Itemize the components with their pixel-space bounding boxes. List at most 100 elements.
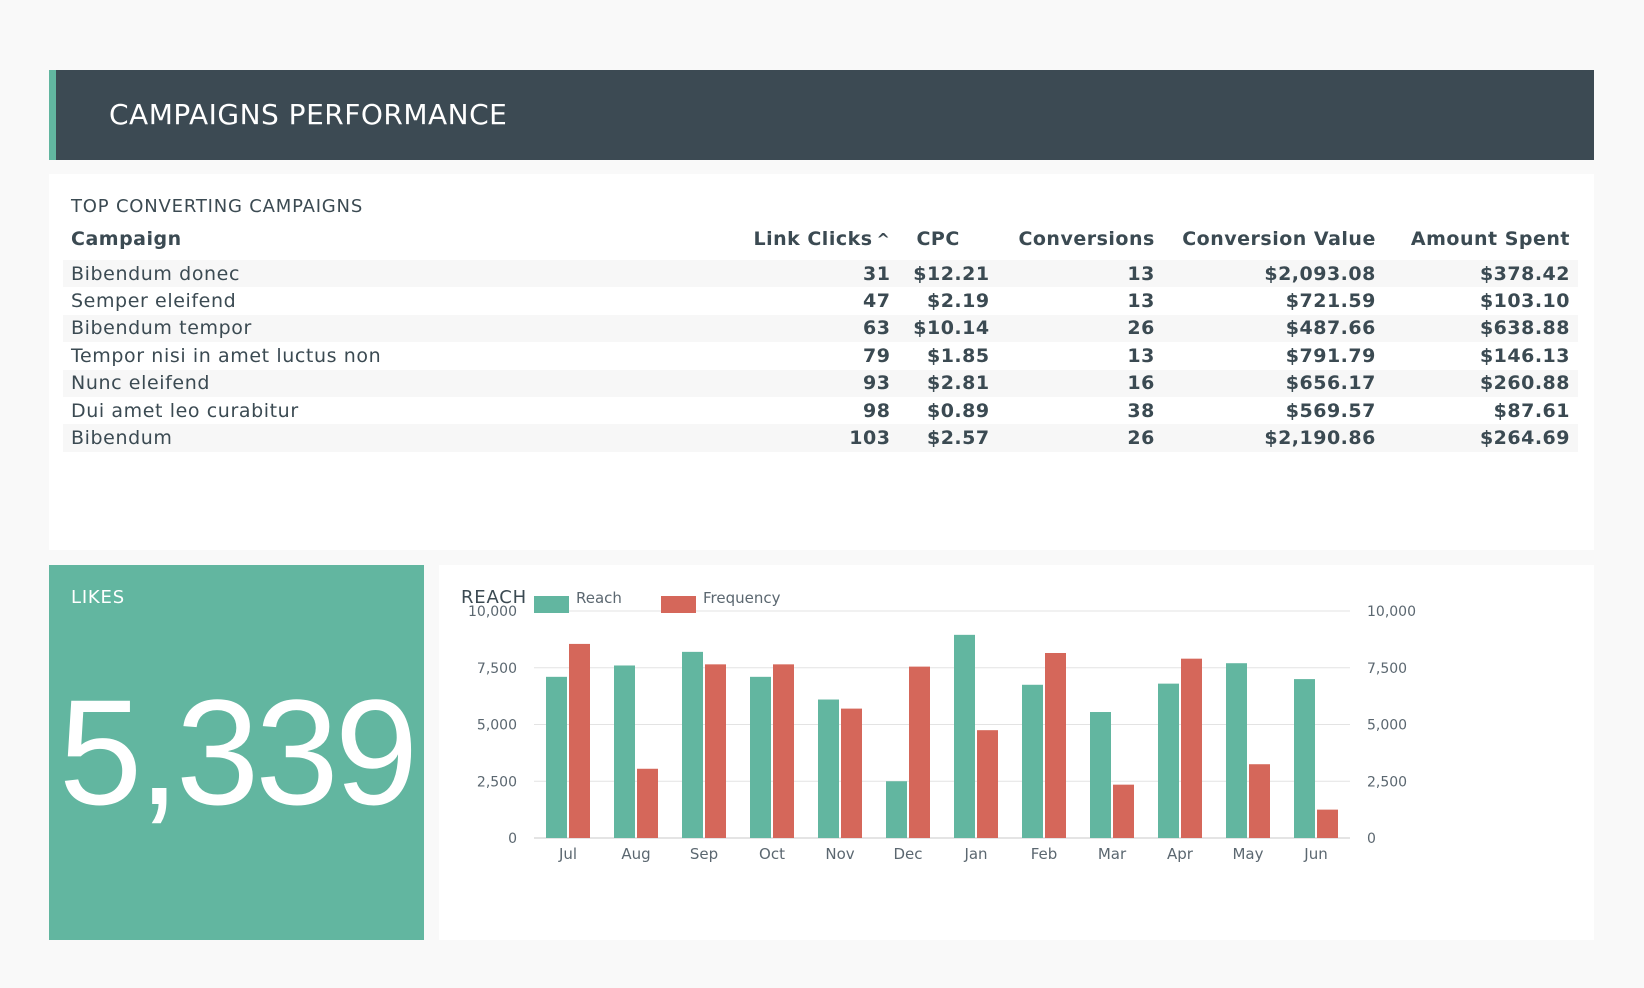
table-cell: 13: [1127, 290, 1155, 313]
bar-reach: [1158, 683, 1179, 838]
bar-reach: [614, 665, 635, 838]
legend-swatch: [661, 596, 696, 613]
table-row: Bibendum 103 $2.57 26 $2,190.86 $264.69: [63, 424, 1578, 452]
bar-frequency: [1045, 652, 1066, 838]
bar-frequency: [909, 666, 930, 838]
column-header-campaign[interactable]: Campaign: [71, 228, 182, 250]
table-cell: $2.19: [926, 290, 990, 313]
table-row: Bibendum tempor 63 $10.14 26 $487.66 $638.88: [63, 314, 1578, 343]
bar-frequency: [1317, 809, 1338, 838]
table-cell: $378.42: [1383, 260, 1578, 288]
legend-label: Frequency: [703, 589, 781, 607]
table-cell: Dui amet leo curabitur: [71, 399, 299, 422]
column-header-cpc[interactable]: CPC: [916, 228, 960, 250]
bar-frequency: [841, 708, 862, 838]
table-cell: $487.66: [1162, 314, 1384, 343]
table-cell: 47: [863, 290, 891, 313]
bar-frequency: [773, 664, 794, 838]
bar-reach: [682, 651, 703, 838]
bar-frequency: [1249, 764, 1270, 838]
x-tick-label: Dec: [893, 845, 922, 863]
y2-tick-label: 10,000: [1367, 604, 1416, 620]
bar-frequency: [977, 730, 998, 838]
y2-tick-label: 0: [1367, 831, 1376, 847]
table-cell: $638.88: [1383, 314, 1578, 343]
x-tick-label: Jan: [963, 845, 987, 863]
table-cell: Bibendum donec: [63, 260, 741, 288]
panel-title: TOP CONVERTING CAMPAIGNS: [71, 196, 364, 217]
y2-tick-label: 2,500: [1367, 774, 1407, 790]
x-tick-label: Jun: [1303, 845, 1327, 863]
y-tick-label: 0: [508, 831, 517, 847]
table-cell: $2.81: [898, 369, 998, 397]
bar-reach: [1294, 679, 1315, 838]
table-row: Semper eleifend 47 $2.19 13 $721.59 $103.10: [63, 287, 1578, 314]
table-cell: $10.14: [898, 314, 998, 343]
y-tick-label: 7,500: [477, 661, 517, 677]
table-cell: 38: [1127, 399, 1155, 422]
table-cell: 16: [997, 369, 1163, 397]
table-cell: Bibendum tempor: [63, 314, 741, 343]
likes-panel: LIKES 5,339: [49, 565, 424, 940]
top-campaigns-panel: TOP CONVERTING CAMPAIGNS Campaign Link C…: [49, 174, 1594, 550]
table-row: Bibendum donec 31 $12.21 13 $2,093.08 $378.42: [63, 260, 1578, 288]
x-tick-label: Nov: [825, 845, 854, 863]
bar-reach: [546, 676, 567, 838]
legend-label: Reach: [576, 589, 622, 607]
x-tick-label: Mar: [1098, 845, 1127, 863]
reach-panel: REACH 0 0 2,500 2,500 5,000 5,000 7,500 7,500 10…: [439, 565, 1594, 940]
column-header-conversions[interactable]: Conversions: [1018, 228, 1155, 250]
y-tick-label: 2,500: [477, 774, 517, 790]
table-row: Dui amet leo curabitur 98 $0.89 38 $569.57 $8…: [63, 397, 1578, 424]
table-cell: 98: [863, 399, 891, 422]
y2-tick-label: 5,000: [1367, 718, 1407, 734]
x-tick-label: Jul: [558, 845, 577, 863]
bar-reach: [886, 781, 907, 838]
page-title: CAMPAIGNS PERFORMANCE: [109, 98, 508, 131]
table-cell: $264.69: [1383, 424, 1578, 452]
table-cell: $791.79: [1285, 344, 1376, 367]
table-cell: $2.57: [898, 424, 998, 452]
x-tick-label: Oct: [759, 845, 785, 863]
x-tick-label: Aug: [621, 845, 650, 863]
table-cell: $2,093.08: [1162, 260, 1384, 288]
table-cell: 13: [1127, 344, 1155, 367]
table-cell: $87.61: [1493, 399, 1570, 422]
table-cell: 26: [997, 424, 1163, 452]
column-header-link-clicks[interactable]: Link Clicks ^: [740, 228, 898, 260]
bar-frequency: [1113, 784, 1134, 838]
reach-chart: 0 0 2,500 2,500 5,000 5,000 7,500 7,500 10,000 10…: [468, 589, 1416, 863]
bar-reach: [1022, 684, 1043, 838]
table-cell: $1.85: [926, 344, 990, 367]
bar-reach: [818, 699, 839, 838]
chevron-up-icon[interactable]: ^: [876, 230, 891, 249]
table-cell: 79: [863, 344, 891, 367]
legend-swatch: [534, 596, 569, 613]
x-tick-label: Sep: [690, 845, 718, 863]
column-header-amount-spent[interactable]: Amount Spent: [1410, 228, 1570, 250]
table-cell: $103.10: [1479, 290, 1570, 313]
likes-title: LIKES: [71, 587, 125, 608]
bar-frequency: [637, 768, 658, 838]
table-cell: Nunc eleifend: [63, 369, 741, 397]
table-cell: 26: [997, 314, 1163, 343]
likes-value: 5,339: [58, 668, 418, 836]
table-row: Nunc eleifend 93 $2.81 16 $656.17 $260.88: [63, 369, 1578, 397]
table-cell: $0.89: [926, 399, 990, 422]
table-cell: Semper eleifend: [71, 290, 237, 313]
column-header-conversion-value[interactable]: Conversion Value: [1182, 228, 1376, 250]
table-cell: $721.59: [1285, 290, 1376, 313]
table-cell: 13: [997, 260, 1163, 288]
bar-reach: [1226, 663, 1247, 838]
x-tick-label: Apr: [1167, 845, 1194, 863]
bar-reach: [954, 634, 975, 838]
table-cell: $656.17: [1162, 369, 1384, 397]
table-cell: 93: [740, 369, 899, 397]
bar-frequency: [569, 643, 590, 838]
table-cell: 63: [740, 314, 899, 343]
bar-reach: [1090, 712, 1111, 838]
table-cell: 31: [740, 260, 899, 288]
bar-frequency: [1181, 658, 1202, 838]
table-cell: $12.21: [898, 260, 998, 288]
campaigns-table: Campaign Link Clicks ^ CPC Conversions Co…: [63, 228, 1578, 452]
